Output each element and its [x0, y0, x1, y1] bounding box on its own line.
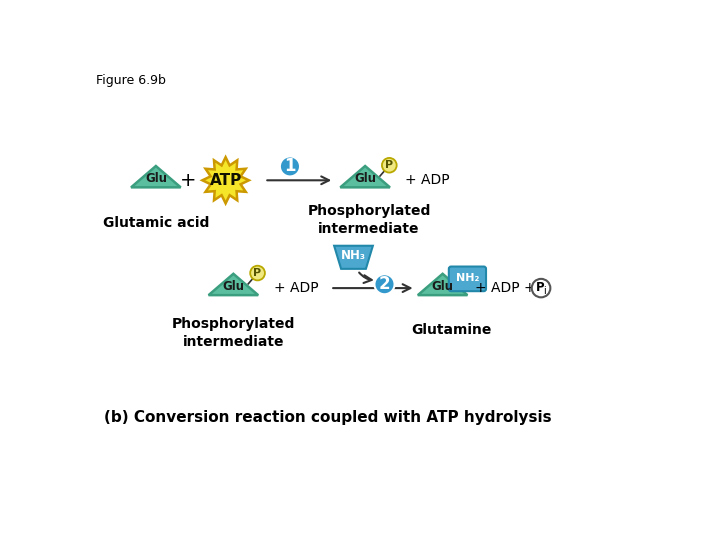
Text: Glutamine: Glutamine	[412, 323, 492, 338]
Circle shape	[280, 157, 300, 177]
Text: Glu: Glu	[145, 172, 167, 185]
Polygon shape	[209, 274, 258, 295]
Text: Phosphorylated
intermediate: Phosphorylated intermediate	[171, 317, 295, 349]
Text: P: P	[253, 268, 261, 278]
Text: + ADP +: + ADP +	[475, 281, 536, 295]
Text: Figure 6.9b: Figure 6.9b	[96, 74, 166, 87]
Polygon shape	[131, 166, 181, 187]
Text: i: i	[544, 286, 546, 296]
Text: + ADP: + ADP	[405, 173, 450, 187]
Text: 1: 1	[284, 158, 296, 176]
FancyBboxPatch shape	[449, 267, 486, 291]
Text: (b) Conversion reaction coupled with ATP hydrolysis: (b) Conversion reaction coupled with ATP…	[104, 410, 552, 425]
Text: Glu: Glu	[222, 280, 244, 293]
Text: Phosphorylated
intermediate: Phosphorylated intermediate	[307, 205, 431, 237]
Text: NH₂: NH₂	[456, 273, 479, 283]
Text: Glutamic acid: Glutamic acid	[103, 215, 209, 230]
Text: Glu: Glu	[354, 172, 376, 185]
Circle shape	[382, 158, 397, 173]
Circle shape	[532, 279, 550, 298]
Polygon shape	[418, 274, 467, 295]
Polygon shape	[341, 166, 390, 187]
Circle shape	[250, 266, 265, 280]
Circle shape	[374, 274, 395, 294]
Text: P: P	[385, 160, 393, 170]
Text: +: +	[179, 171, 196, 190]
Text: Glu: Glu	[431, 280, 454, 293]
Text: ATP: ATP	[210, 173, 242, 188]
Polygon shape	[334, 246, 373, 269]
Text: NH₃: NH₃	[341, 249, 366, 262]
Text: + ADP: + ADP	[274, 281, 318, 295]
FancyArrowPatch shape	[359, 273, 372, 283]
Text: P: P	[536, 281, 544, 294]
Text: 2: 2	[379, 275, 390, 293]
Polygon shape	[202, 157, 249, 204]
